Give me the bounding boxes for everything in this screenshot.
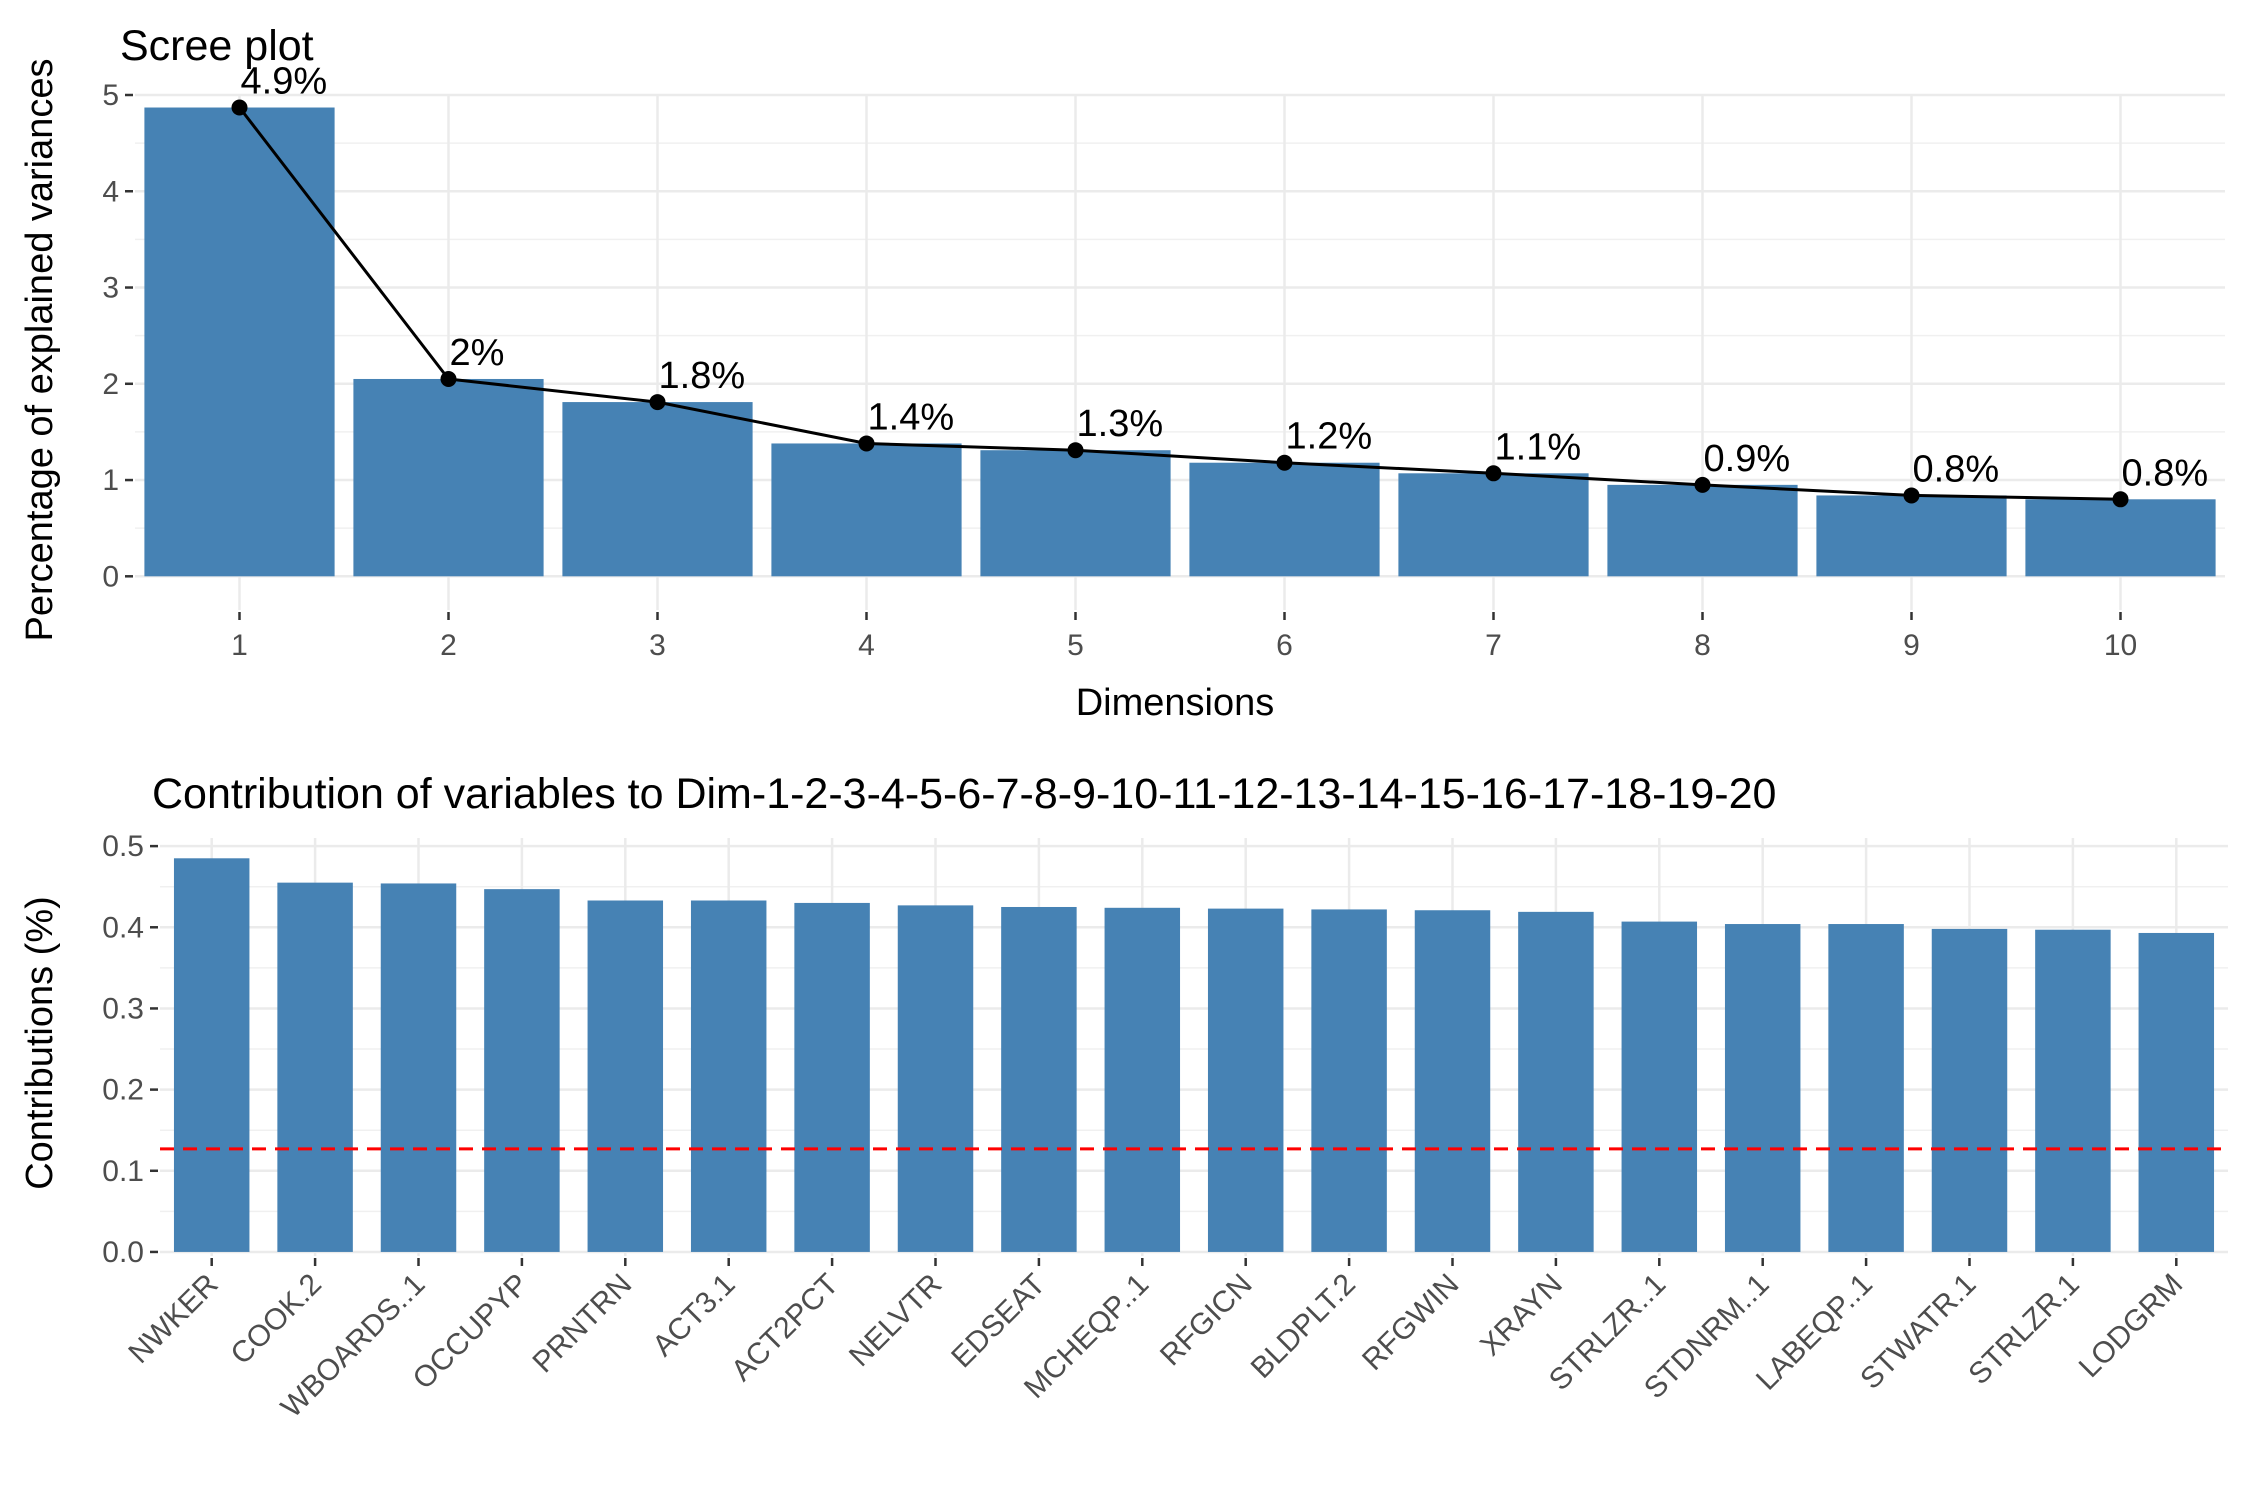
scree-plot-bar: [1607, 484, 1798, 577]
scree-plot-data-label: 4.9%: [241, 61, 328, 103]
contribution-plot-bar: [1207, 908, 1284, 1252]
contribution-plot-y-tick-label: 0.3: [102, 992, 144, 1025]
scree-plot-data-label: 1.1%: [1495, 426, 1582, 468]
scree-plot-y-tick-label: 1: [102, 464, 119, 497]
scree-plot-data-label: 2%: [450, 332, 505, 374]
contribution-plot-y-tick-label: 0.5: [102, 830, 144, 863]
contribution-plot-x-tick-label: LODGRM: [2073, 1268, 2189, 1384]
scree-plot-title: Scree plot: [120, 22, 314, 70]
contribution-plot-bar: [1931, 928, 2008, 1252]
contribution-plot-bar: [1001, 906, 1077, 1252]
contribution-plot-bar: [1621, 921, 1698, 1252]
contribution-plot-y-tick-label: 0.2: [102, 1074, 144, 1107]
contribution-plot-x-tick-label: RFGWIN: [1356, 1268, 1465, 1377]
scree-plot-x-tick-label: 10: [2104, 629, 2137, 662]
contribution-plot-bar: [173, 858, 250, 1252]
contribution-plot-bar: [1724, 924, 1801, 1252]
contribution-plot-y-tick-label: 0.1: [102, 1155, 144, 1188]
scree-plot-point: [2112, 491, 2129, 508]
contribution-plot-x-tick-label: ACT2PCT: [725, 1268, 845, 1388]
scree-plot-point: [1694, 476, 1711, 493]
contribution-plot-bar: [2138, 932, 2215, 1252]
scree-plot-data-label: 0.9%: [1704, 438, 1791, 480]
scree-plot-bar: [144, 107, 335, 577]
contribution-plot-x-tick-label: PRNTRN: [527, 1268, 639, 1380]
scree-plot-data-label: 1.4%: [868, 396, 955, 438]
contribution-plot-bar: [794, 902, 870, 1252]
contribution-plot-x-tick-label: XRAYN: [1474, 1268, 1569, 1363]
scree-plot-point: [1903, 487, 1920, 504]
scree-plot-point: [1067, 442, 1084, 459]
scree-plot-x-tick-label: 7: [1485, 629, 1502, 662]
scree-plot-point: [649, 394, 666, 411]
scree-plot-y-tick-label: 3: [102, 272, 119, 305]
scree-plot-point: [440, 370, 457, 387]
scree-plot-point: [231, 99, 248, 116]
scree-plot-data-label: 1.3%: [1077, 403, 1164, 445]
scree-plot-bar: [1398, 473, 1589, 577]
scree-plot-y-tick-label: 0: [102, 560, 119, 593]
scree-plot-y-tick-label: 2: [102, 368, 119, 401]
scree-plot-y-axis-title: Percentage of explained variances: [19, 58, 61, 641]
scree-plot-bar: [771, 443, 962, 577]
scree-plot-y-tick-label: 4: [102, 175, 119, 208]
contribution-plot-bar: [587, 900, 664, 1252]
scree-plot-data-label: 0.8%: [2122, 452, 2209, 494]
scree-plot-bar: [1189, 462, 1380, 577]
contribution-plot-x-tick-label: STRLZR.1: [1962, 1268, 2086, 1392]
contribution-plot-panel: Contribution of variables to Dim-1-2-3-4…: [19, 770, 2228, 1424]
scree-plot-bars: [144, 107, 2216, 577]
contribution-plot-y-axis-title: Contributions (%): [19, 896, 61, 1190]
scree-plot-panel: Scree plot Dimensions Percentage of expl…: [19, 22, 2225, 724]
scree-plot-point: [1485, 465, 1502, 482]
contribution-plot-x-tick-label: RFGICN: [1154, 1268, 1259, 1373]
scree-plot-point: [1276, 454, 1293, 471]
contribution-plot-x-tick-label: NWKER: [122, 1268, 224, 1370]
scree-plot-point: [858, 435, 875, 452]
contribution-plot-bar: [1414, 910, 1491, 1252]
scree-plot-x-tick-label: 1: [231, 629, 248, 662]
contribution-plot-bars: [173, 858, 2215, 1252]
contribution-plot-bar: [277, 882, 353, 1252]
scree-plot-y-tick-label: 5: [102, 79, 119, 112]
contribution-plot-bar: [1828, 924, 1904, 1252]
scree-plot-bar: [980, 450, 1171, 577]
scree-plot-data-label: 1.8%: [659, 355, 746, 397]
contribution-plot-bar: [1311, 909, 1387, 1252]
scree-plot-x-tick-label: 6: [1276, 629, 1293, 662]
scree-plot-line: [238, 106, 2121, 501]
contribution-plot-y-tick-label: 0.4: [102, 911, 144, 944]
contribution-plot-bar: [484, 889, 560, 1252]
contribution-plot-x-tick-label: BLDPLT.2: [1245, 1268, 1362, 1385]
contribution-plot-bar: [380, 883, 457, 1252]
scree-plot-data-label: 0.8%: [1913, 448, 2000, 490]
scree-plot-x-tick-label: 4: [858, 629, 875, 662]
scree-plot-x-tick-label: 2: [440, 629, 457, 662]
contribution-plot-y-tick-label: 0.0: [102, 1236, 144, 1269]
contribution-plot-bar: [690, 900, 767, 1252]
contribution-plot-bar: [1104, 907, 1181, 1252]
contribution-plot-x-tick-label: ACT3.1: [646, 1268, 741, 1363]
contribution-plot-x-tick-label: EDSEAT: [945, 1268, 1052, 1375]
scree-plot-x-tick-label: 9: [1903, 629, 1920, 662]
contribution-plot-x-tick-label: COOK.2: [225, 1268, 329, 1372]
contribution-plot-bar: [1518, 911, 1594, 1252]
scree-plot-x-axis-title: Dimensions: [1076, 682, 1275, 724]
scree-plot-data-label: 1.2%: [1286, 416, 1373, 458]
scree-plot-bar: [353, 378, 544, 577]
contribution-plot-grid: [160, 838, 2228, 1256]
scree-plot-bar: [2025, 499, 2216, 577]
scree-plot-x-tick-label: 8: [1694, 629, 1711, 662]
scree-plot-bar: [562, 402, 753, 577]
contribution-plot-bar: [2035, 929, 2111, 1252]
contribution-plot-title: Contribution of variables to Dim-1-2-3-4…: [152, 770, 1776, 818]
contribution-plot-bar: [897, 905, 974, 1252]
contribution-plot-x-tick-label: NELVTR: [843, 1268, 948, 1373]
scree-plot-bar: [1816, 495, 2007, 577]
scree-plot-x-tick-label: 5: [1067, 629, 1084, 662]
scree-plot-x-tick-label: 3: [649, 629, 666, 662]
